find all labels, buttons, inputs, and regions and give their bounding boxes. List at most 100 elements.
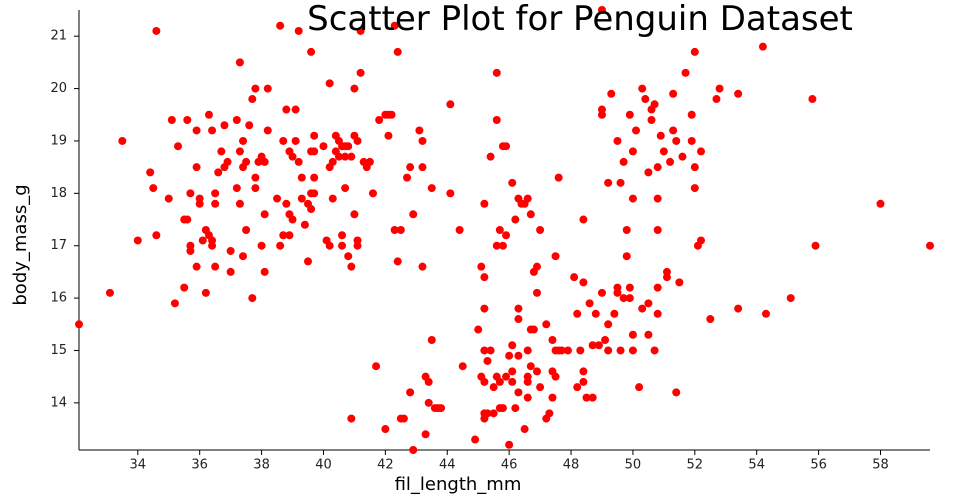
point [288,215,297,224]
point [406,163,415,172]
point [786,294,795,303]
point [133,236,142,245]
point [514,304,523,313]
point [508,377,517,386]
point [706,315,715,324]
point [666,157,675,166]
point [523,346,532,355]
point [310,131,319,140]
point [625,110,634,119]
x-tick-label: 48 [563,458,580,473]
point [613,288,622,297]
point [232,116,241,124]
point [75,320,83,329]
point [579,377,588,386]
point [192,163,201,172]
point [579,215,588,224]
point [186,246,195,255]
point [514,351,523,360]
point [291,105,300,114]
point [399,414,408,423]
point [446,189,455,198]
point [211,199,220,208]
point [734,89,743,98]
point [532,288,541,297]
point [486,346,495,355]
point [192,126,201,135]
point [607,89,616,98]
point [341,184,350,193]
point [628,330,637,339]
point [263,84,272,93]
point [276,21,285,30]
point [257,241,266,250]
point [300,220,309,229]
point [372,362,381,371]
point [251,84,260,93]
point [118,136,127,145]
point [297,194,306,203]
point [204,110,213,119]
point [523,194,532,203]
point [328,157,337,166]
point [641,95,650,104]
point [597,288,606,297]
point [344,252,353,261]
point [715,84,724,93]
point [604,178,613,187]
point [520,425,529,434]
point [489,409,498,418]
point [245,121,254,130]
point [687,110,696,119]
point [248,95,257,104]
point [223,157,232,166]
point [632,126,641,135]
x-tick-label: 44 [439,458,456,473]
point [375,116,384,124]
point [319,142,328,151]
y-tick-label: 15 [50,343,67,358]
x-tick-label: 50 [625,458,642,473]
point [548,393,557,402]
point [455,226,464,234]
point [368,189,377,198]
point [474,325,483,334]
point [387,110,396,119]
point [393,257,402,266]
x-tick-label: 34 [130,458,147,473]
point [347,152,356,161]
point [226,246,235,255]
point [644,299,653,308]
x-tick-label: 40 [315,458,332,473]
point [514,388,523,397]
point [697,147,706,156]
point [406,388,415,397]
point [471,435,480,444]
point [480,199,489,208]
point [260,210,269,219]
point [508,178,517,187]
point [588,341,597,350]
point [350,210,359,219]
point [526,210,535,219]
point [638,304,647,313]
point [170,299,179,308]
point [381,425,390,434]
point [508,341,517,350]
point [563,346,572,355]
point [350,84,359,93]
point [650,346,659,355]
point [208,241,217,250]
x-tick-label: 42 [377,458,394,473]
point [424,377,433,386]
point [536,226,545,234]
point [656,131,665,140]
point [628,194,637,203]
point [325,241,334,250]
chart-title: Scatter Plot for Penguin Dataset [307,0,853,39]
y-tick-label: 16 [50,291,67,306]
point [644,330,653,339]
point [201,288,210,297]
point [285,231,294,240]
point [149,184,158,193]
